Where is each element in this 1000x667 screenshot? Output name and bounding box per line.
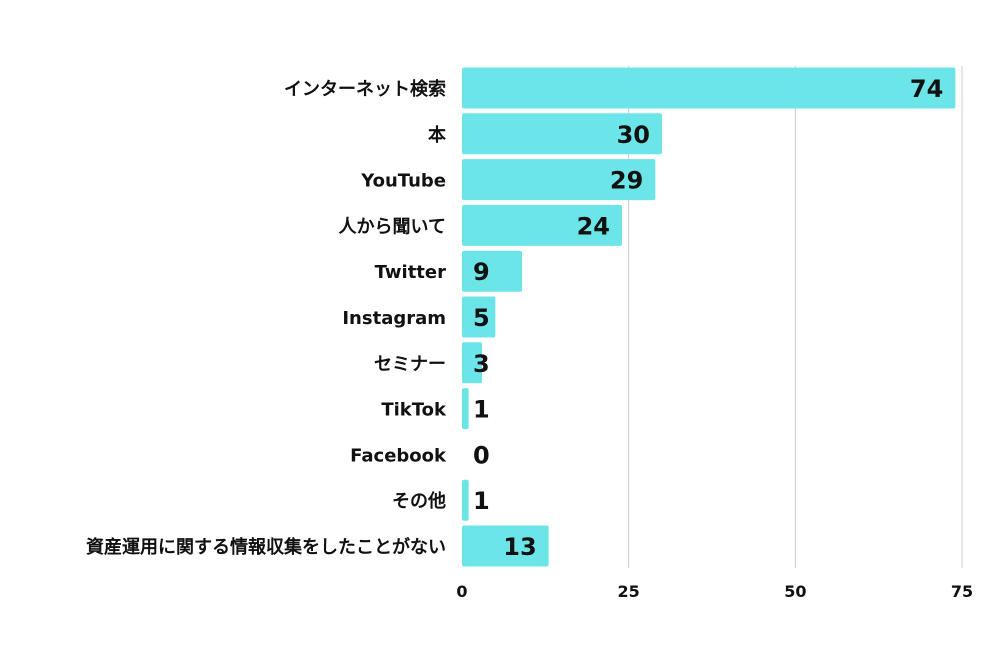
- bar: [462, 525, 549, 567]
- category-label: YouTube: [360, 171, 446, 192]
- value-label: 74: [910, 75, 943, 103]
- bar: [462, 479, 469, 521]
- category-label: TikTok: [381, 400, 447, 421]
- value-label: 5: [473, 304, 490, 332]
- bar: [462, 388, 469, 430]
- category-label: Facebook: [350, 445, 447, 466]
- value-label: 30: [617, 121, 650, 149]
- value-label: 1: [473, 487, 490, 515]
- x-tick-label: 25: [618, 582, 640, 601]
- bar: [462, 159, 656, 201]
- category-label: Instagram: [342, 308, 446, 329]
- category-label: 資産運用に関する情報収集をしたことがない: [86, 536, 446, 558]
- grid-layer: [628, 66, 963, 568]
- value-label: 24: [577, 212, 610, 240]
- bar-layer: [462, 67, 956, 567]
- bar: [462, 250, 522, 292]
- category-label: インターネット検索: [284, 78, 446, 100]
- value-label: 3: [473, 350, 490, 378]
- value-label: 0: [473, 441, 490, 469]
- bar: [462, 67, 956, 109]
- category-label: 人から聞いて: [339, 216, 446, 237]
- x-tick-label: 75: [951, 582, 973, 601]
- category-label: その他: [392, 490, 446, 512]
- bar: [462, 342, 482, 384]
- value-label: 9: [473, 258, 490, 286]
- value-label: 29: [610, 167, 643, 195]
- category-label: 本: [428, 124, 446, 146]
- x-tick-label: 50: [784, 582, 806, 601]
- bar: [462, 204, 622, 246]
- x-tick-label: 0: [456, 582, 467, 601]
- bar: [462, 113, 662, 155]
- tick-layer: 0 25 50 75: [456, 582, 973, 601]
- value-label: 13: [503, 533, 536, 561]
- category-label: セミナー: [374, 354, 446, 375]
- value-label: 1: [473, 396, 490, 424]
- category-label: Twitter: [375, 262, 447, 283]
- bar: [462, 296, 496, 338]
